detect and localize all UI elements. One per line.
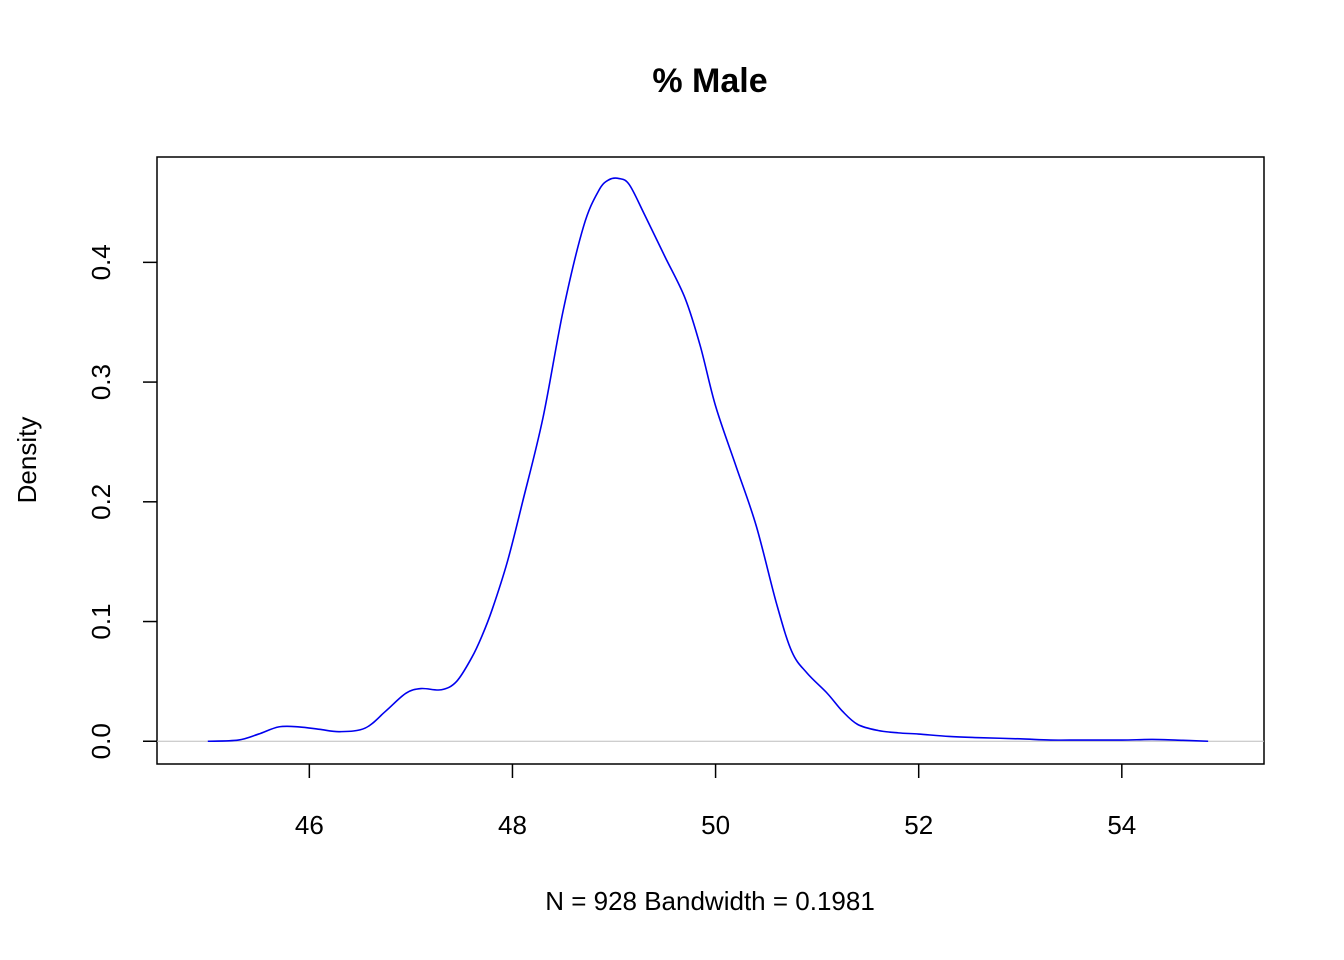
x-axis-label: N = 928 Bandwidth = 0.1981 bbox=[545, 886, 875, 916]
x-tick-label-50: 50 bbox=[701, 810, 730, 840]
plot-frame bbox=[156, 156, 1265, 765]
x-tick-label-46: 46 bbox=[295, 810, 324, 840]
y-axis: 0.0 0.1 0.2 0.3 0.4 bbox=[86, 244, 157, 759]
x-axis: 46 48 50 52 54 bbox=[295, 764, 1136, 840]
y-tick-label-0.4: 0.4 bbox=[86, 244, 116, 280]
y-tick-label-0.2: 0.2 bbox=[86, 484, 116, 520]
y-tick-label-0.3: 0.3 bbox=[86, 364, 116, 400]
y-tick-label-0.1: 0.1 bbox=[86, 603, 116, 639]
x-tick-label-48: 48 bbox=[498, 810, 527, 840]
y-tick-label-0.0: 0.0 bbox=[86, 723, 116, 759]
x-tick-label-54: 54 bbox=[1107, 810, 1136, 840]
chart-title: % Male bbox=[652, 62, 767, 100]
density-curve bbox=[207, 177, 1209, 743]
x-tick-label-52: 52 bbox=[904, 810, 933, 840]
y-axis-label: Density bbox=[12, 417, 42, 504]
